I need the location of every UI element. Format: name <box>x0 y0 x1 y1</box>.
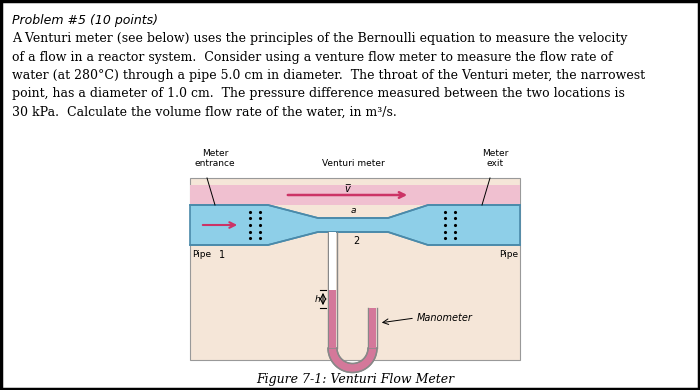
Text: Problem #5 (10 points): Problem #5 (10 points) <box>12 14 158 27</box>
Text: Pipe: Pipe <box>192 250 211 259</box>
Polygon shape <box>329 232 336 290</box>
Polygon shape <box>369 308 376 348</box>
Text: h: h <box>314 294 320 303</box>
Text: 30 kPa.  Calculate the volume flow rate of the water, in m³/s.: 30 kPa. Calculate the volume flow rate o… <box>12 106 397 119</box>
Text: water (at 280°C) through a pipe 5.0 cm in diameter.  The throat of the Venturi m: water (at 280°C) through a pipe 5.0 cm i… <box>12 69 645 82</box>
Text: point, has a diameter of 1.0 cm.  The pressure difference measured between the t: point, has a diameter of 1.0 cm. The pre… <box>12 87 625 101</box>
Text: Meter
entrance: Meter entrance <box>195 149 235 168</box>
Text: 1: 1 <box>219 250 225 260</box>
Text: A Venturi meter (see below) uses the principles of the Bernoulli equation to mea: A Venturi meter (see below) uses the pri… <box>12 32 627 45</box>
Text: v̅: v̅ <box>344 184 350 194</box>
Text: Venturi meter: Venturi meter <box>321 159 384 168</box>
Text: 2: 2 <box>353 236 359 246</box>
FancyBboxPatch shape <box>190 185 520 205</box>
Text: a: a <box>350 206 356 215</box>
Text: Figure 7-1: Venturi Flow Meter: Figure 7-1: Venturi Flow Meter <box>256 373 454 386</box>
Text: of a flow in a reactor system.  Consider using a venture flow meter to measure t: of a flow in a reactor system. Consider … <box>12 50 612 64</box>
FancyBboxPatch shape <box>190 178 520 360</box>
Polygon shape <box>328 348 377 372</box>
Text: Pipe: Pipe <box>499 250 518 259</box>
Polygon shape <box>329 290 336 348</box>
Polygon shape <box>190 205 520 245</box>
Text: Manometer: Manometer <box>417 313 473 323</box>
Text: Meter
exit: Meter exit <box>482 149 508 168</box>
